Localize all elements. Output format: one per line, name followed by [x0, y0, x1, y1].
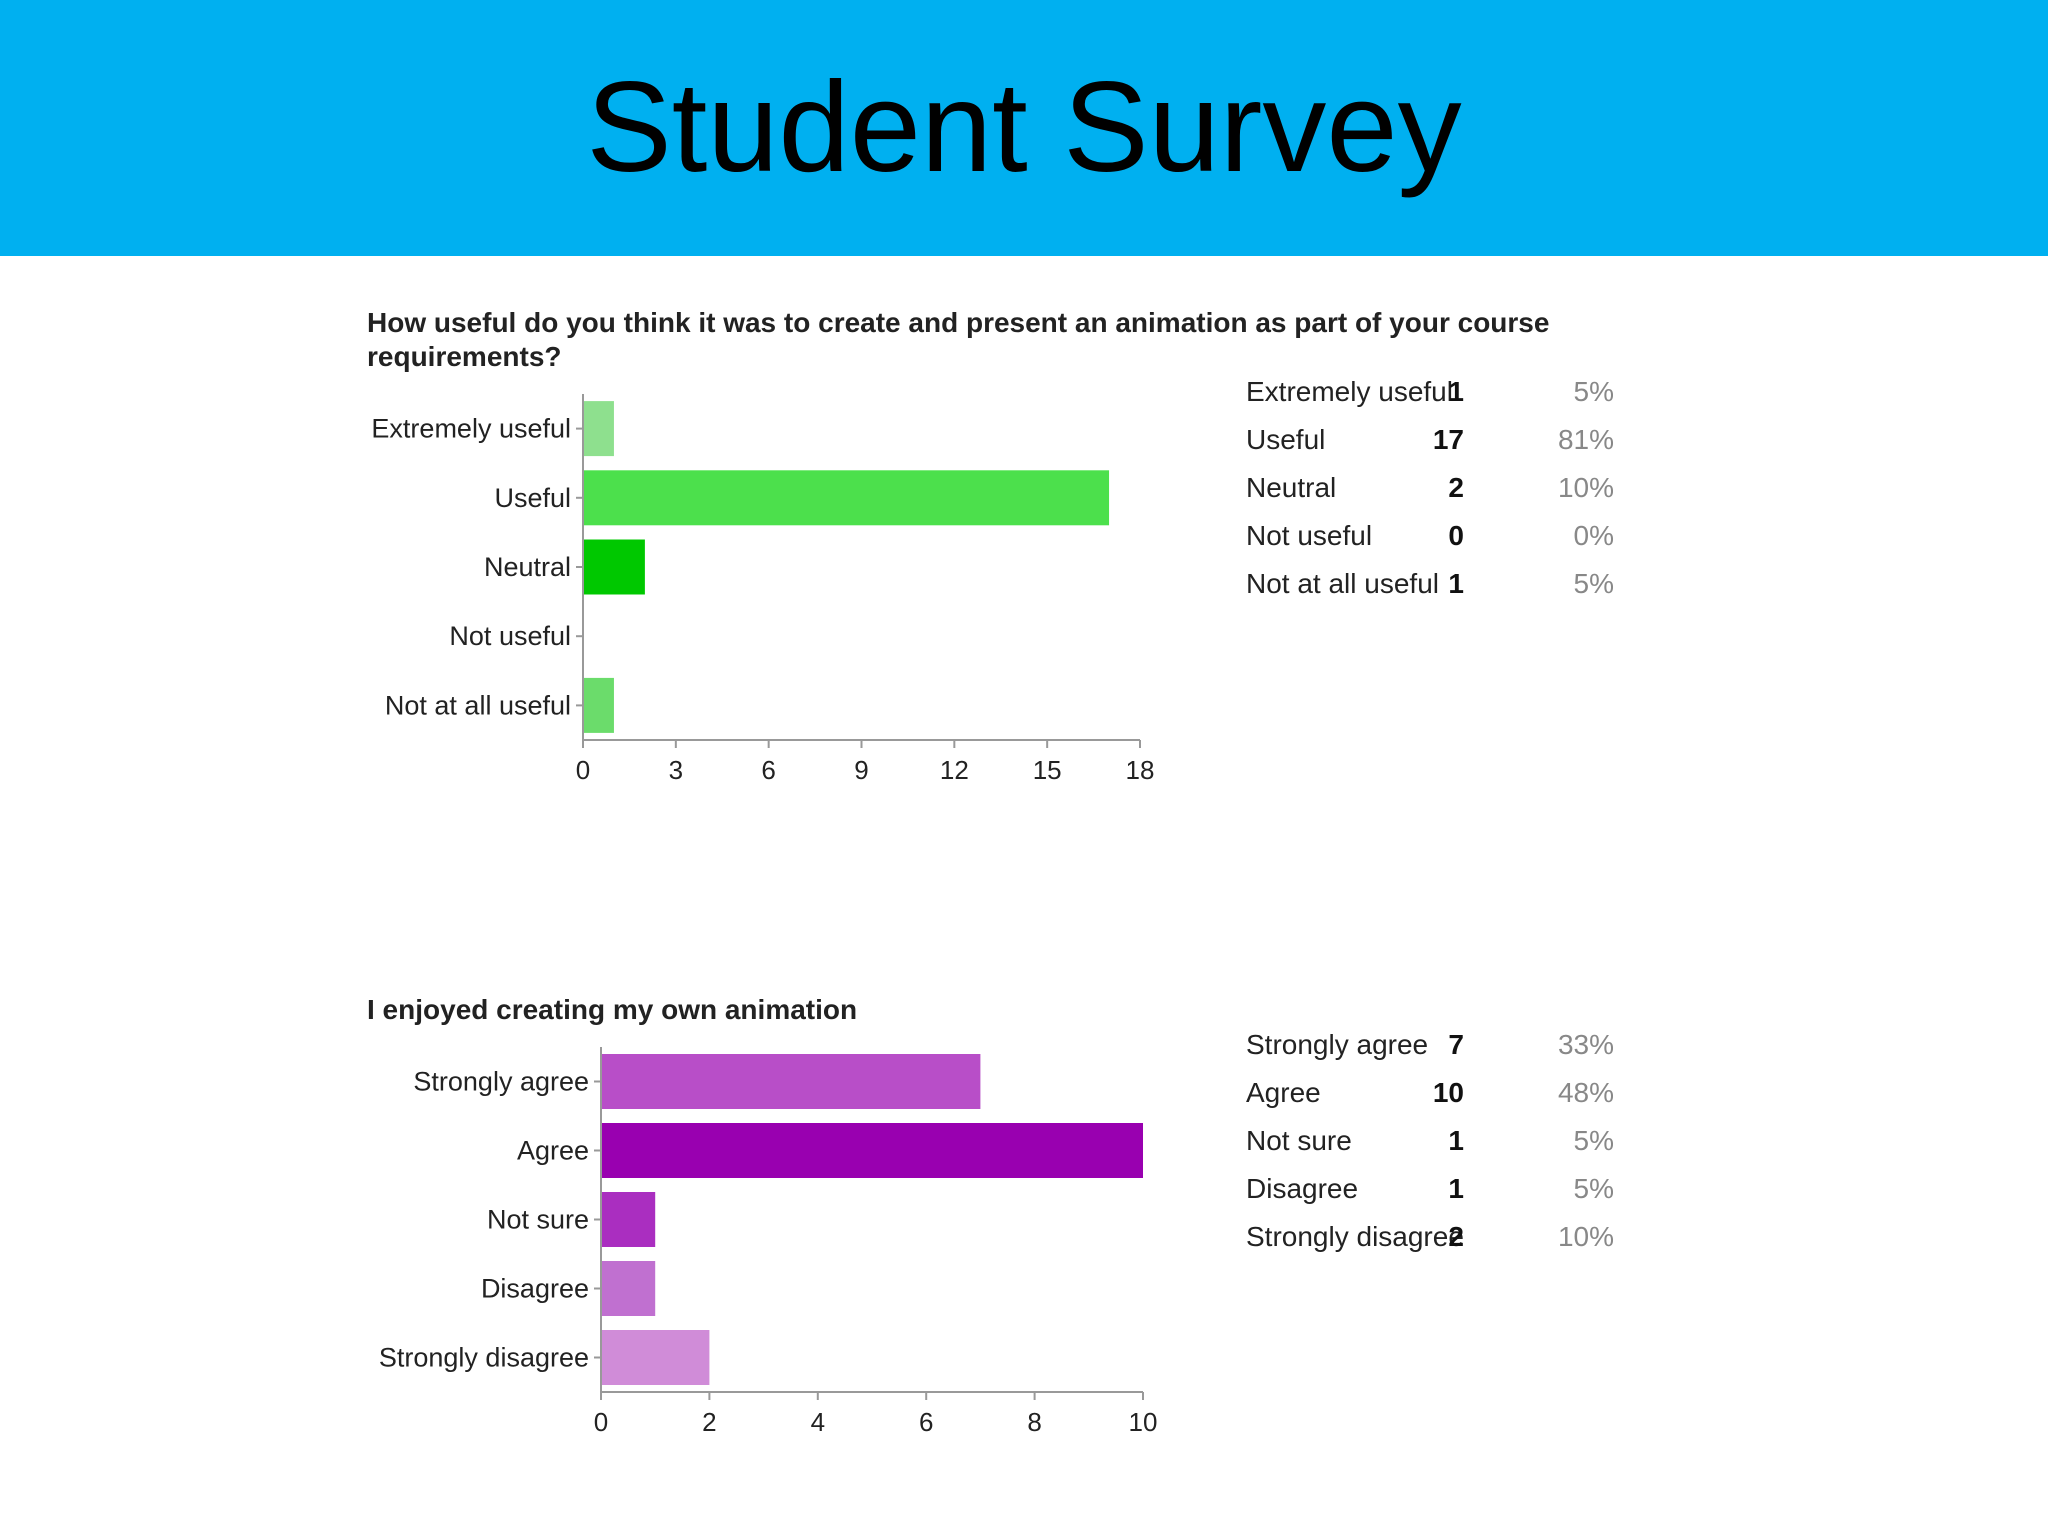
x-tick-label-3: 3 — [669, 755, 683, 785]
summary-label: Not at all useful — [1246, 568, 1439, 599]
category-label-strongly-agree: Strongly agree — [413, 1067, 589, 1097]
summary-count: 0 — [1448, 520, 1464, 551]
x-tick-label-6: 6 — [761, 755, 775, 785]
summary-row-neutral: Neutral 2 10% — [1246, 468, 1646, 516]
summary-row-not-sure: Not sure 1 5% — [1246, 1121, 1646, 1169]
bar-strongly-disagree — [602, 1330, 710, 1385]
summary-percent: 33% — [1557, 1029, 1614, 1060]
summary-label: Not sure — [1246, 1125, 1352, 1156]
x-tick-label-18: 18 — [1126, 755, 1155, 785]
summary-row-agree: Agree 10 48% — [1246, 1073, 1646, 1121]
summary-count: 2 — [1448, 472, 1464, 503]
summary-count: 1 — [1448, 1173, 1464, 1204]
summary-label: Neutral — [1246, 472, 1337, 503]
summary-row-disagree: Disagree 1 5% — [1246, 1169, 1646, 1217]
summary-count: 2 — [1448, 1221, 1464, 1252]
bar-disagree — [602, 1261, 656, 1316]
summary-percent: 10% — [1557, 1221, 1614, 1252]
summary-table-usefulness: Extremely useful 1 5% Useful 17 81% Neutral 2 10… — [1246, 372, 1646, 612]
summary-label: Agree — [1246, 1077, 1321, 1108]
summary-percent: 5% — [1573, 568, 1614, 599]
bar-extremely-useful — [584, 401, 614, 457]
summary-label: Strongly agree — [1246, 1029, 1429, 1060]
summary-count: 1 — [1448, 1125, 1464, 1156]
summary-label: Disagree — [1246, 1173, 1359, 1204]
summary-count: 7 — [1448, 1029, 1464, 1060]
summary-count: 1 — [1448, 376, 1464, 407]
summary-count: 10 — [1432, 1077, 1464, 1108]
summary-count: 17 — [1432, 424, 1464, 455]
summary-percent: 5% — [1573, 376, 1614, 407]
summary-label: Extremely useful — [1246, 376, 1453, 407]
summary-label: Useful — [1246, 424, 1326, 455]
x-tick-label-12: 12 — [940, 755, 969, 785]
x-tick-label-6: 6 — [919, 1407, 933, 1437]
summary-percent: 81% — [1557, 424, 1614, 455]
summary-percent: 5% — [1573, 1173, 1614, 1204]
x-tick-label-4: 4 — [811, 1407, 825, 1437]
question-2-text: I enjoyed creating my own animation — [367, 994, 858, 1025]
summary-row-not-at-all-useful: Not at all useful 1 5% — [1246, 564, 1646, 612]
category-label-not-at-all-useful: Not at all useful — [385, 690, 571, 720]
category-label-agree: Agree — [517, 1136, 589, 1166]
bar-not-at-all-useful — [584, 677, 614, 733]
summary-row-not-useful: Not useful 0 0% — [1246, 516, 1646, 564]
summary-row-useful: Useful 17 81% — [1246, 420, 1646, 468]
category-label-not-useful: Not useful — [449, 621, 571, 651]
summary-percent: 0% — [1573, 520, 1614, 551]
summary-percent: 10% — [1557, 472, 1614, 503]
summary-label: Not useful — [1246, 520, 1373, 551]
x-tick-label-8: 8 — [1027, 1407, 1041, 1437]
x-tick-label-0: 0 — [576, 755, 590, 785]
summary-label: Strongly disagree — [1246, 1221, 1464, 1252]
bar-not-sure — [602, 1192, 656, 1247]
category-label-useful: Useful — [494, 483, 571, 513]
summary-table-enjoyment: Strongly agree 7 33% Agree 10 48% Not sure 1 5% D… — [1246, 1025, 1646, 1265]
category-label-not-sure: Not sure — [487, 1205, 589, 1235]
x-tick-label-10: 10 — [1129, 1407, 1158, 1437]
page-title: Student Survey — [586, 56, 1462, 199]
bar-useful — [584, 470, 1110, 526]
category-label-strongly-disagree: Strongly disagree — [379, 1343, 589, 1373]
summary-percent: 48% — [1557, 1077, 1614, 1108]
x-tick-label-2: 2 — [702, 1407, 716, 1437]
summary-count: 1 — [1448, 568, 1464, 599]
summary-row-strongly-disagree: Strongly disagree 2 10% — [1246, 1217, 1646, 1265]
category-label-neutral: Neutral — [484, 552, 571, 582]
bar-strongly-agree — [602, 1054, 981, 1109]
bar-neutral — [584, 539, 645, 595]
summary-row-strongly-agree: Strongly agree 7 33% — [1246, 1025, 1646, 1073]
bar-agree — [602, 1123, 1143, 1178]
x-tick-label-9: 9 — [854, 755, 868, 785]
question-1-text: How useful do you think it was to create… — [367, 307, 1550, 372]
category-label-extremely-useful: Extremely useful — [371, 414, 571, 444]
summary-percent: 5% — [1573, 1125, 1614, 1156]
summary-row-extremely-useful: Extremely useful 1 5% — [1246, 372, 1646, 420]
x-tick-label-0: 0 — [594, 1407, 608, 1437]
header-banner: Student Survey — [0, 0, 2048, 256]
category-label-disagree: Disagree — [481, 1274, 589, 1304]
x-tick-label-15: 15 — [1033, 755, 1062, 785]
